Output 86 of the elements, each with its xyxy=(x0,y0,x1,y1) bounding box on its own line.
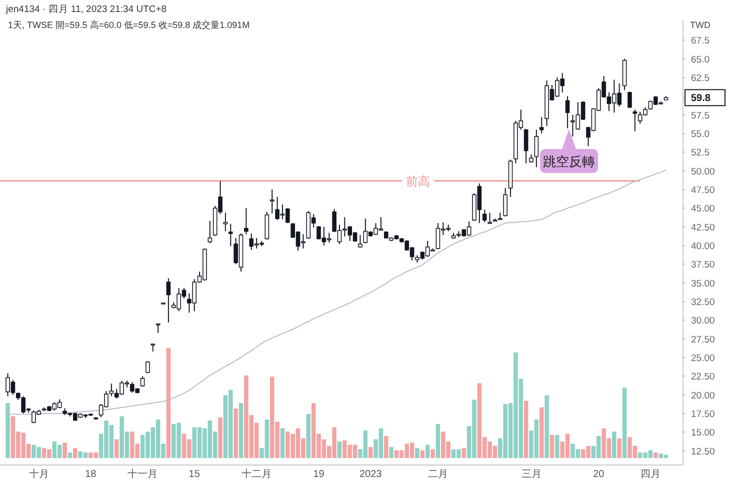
x-tick-label: 十一月 xyxy=(128,468,158,480)
bar xyxy=(539,407,544,458)
bar xyxy=(306,414,311,458)
bar xyxy=(436,424,440,458)
bar xyxy=(622,388,627,458)
bar xyxy=(238,403,244,458)
y-tick-label: 57.5 xyxy=(691,110,710,122)
x-tick-label: 二月 xyxy=(428,469,448,480)
bar xyxy=(114,439,119,458)
x-tick-label: 三月 xyxy=(521,469,542,480)
y-tick-label: 15.00 xyxy=(691,428,715,439)
y-tick-label: 42.50 xyxy=(691,222,715,234)
bar xyxy=(555,434,560,458)
bar xyxy=(73,448,78,458)
bar xyxy=(550,434,554,458)
candlestick xyxy=(524,128,528,164)
candlestick xyxy=(482,209,487,223)
candlestick xyxy=(565,96,570,129)
candlestick xyxy=(270,188,274,214)
candlestick xyxy=(488,212,492,224)
x-tick-label: 18 xyxy=(85,469,97,480)
y-tick-label: 50.00 xyxy=(691,166,715,178)
bar xyxy=(68,452,72,458)
y-tick-label: 35.00 xyxy=(691,278,715,290)
y-tick-label: 62.5 xyxy=(691,72,710,84)
y-tick-label: 30.00 xyxy=(691,316,715,327)
y-axis-title: TWD xyxy=(690,20,711,30)
line-series xyxy=(7,170,667,415)
y-tick-label: 25.00 xyxy=(691,352,715,364)
bar xyxy=(389,447,394,458)
bar xyxy=(166,348,171,458)
bar xyxy=(384,436,388,458)
y-tick-label: 65.0 xyxy=(691,54,710,66)
y-tick-label: 52.5 xyxy=(691,148,710,159)
bar xyxy=(425,444,430,458)
y-tick-label: 20.00 xyxy=(691,390,715,402)
candlestick xyxy=(166,278,171,323)
bar xyxy=(654,452,658,458)
text: jen4134 · 四月 11, 2023 21:34 UTC+8 xyxy=(5,4,167,15)
bar xyxy=(62,442,67,458)
bar xyxy=(6,403,10,458)
ref-line-label: 前高 xyxy=(406,174,430,188)
y-tick-label: 37.50 xyxy=(691,260,715,271)
chart-title: 1天, TWSE 開=59.5 高=60.0 低=59.5 收=59.8 成交量1.091M xyxy=(8,20,250,30)
bar xyxy=(420,450,425,458)
x-tick-label: 十二月 xyxy=(242,468,272,480)
bar xyxy=(368,447,373,458)
x-tick-label: 19 xyxy=(313,469,325,480)
x-tick-label: 20 xyxy=(593,469,605,480)
y-tick-label: 55.0 xyxy=(691,128,710,140)
candlestick xyxy=(539,116,544,134)
bar xyxy=(430,449,435,458)
bar xyxy=(544,395,549,458)
y-tick-label: 22.50 xyxy=(691,372,715,383)
bar xyxy=(617,438,622,458)
candlestick xyxy=(534,129,539,168)
y-tick-label: 32.50 xyxy=(691,296,715,308)
x-tick-label: 2023 xyxy=(359,469,382,480)
candlestick xyxy=(228,223,233,247)
candlestick xyxy=(632,109,638,132)
candlestick xyxy=(208,220,212,244)
bar xyxy=(524,400,528,458)
annotation: 跳空反轉 xyxy=(543,154,595,169)
x-tick-label: 15 xyxy=(188,469,200,480)
bar xyxy=(234,408,238,458)
candlestick xyxy=(503,187,508,217)
candlestick xyxy=(628,91,632,108)
y-tick-label: 17.50 xyxy=(691,408,715,420)
candlestick xyxy=(264,211,270,240)
bar xyxy=(612,432,616,458)
bar xyxy=(462,448,466,458)
candlestick xyxy=(358,234,362,248)
y-tick-label: 59.8 xyxy=(691,93,711,104)
x-tick-label: 四月 xyxy=(640,469,660,480)
y-tick-label: 12.50 xyxy=(691,446,715,458)
bar xyxy=(218,417,222,458)
y-tick-label: 40.00 xyxy=(691,240,715,252)
candlestick xyxy=(244,208,248,235)
bar xyxy=(415,448,420,458)
y-tick-label: 45.00 xyxy=(691,204,715,215)
bar xyxy=(337,442,342,458)
y-tick-label: 47.50 xyxy=(691,184,715,196)
y-tick-label: 27.50 xyxy=(691,334,715,346)
y-tick-label: 67.5 xyxy=(691,36,710,47)
x-tick-label: 十月 xyxy=(28,468,49,480)
bar xyxy=(280,428,285,458)
